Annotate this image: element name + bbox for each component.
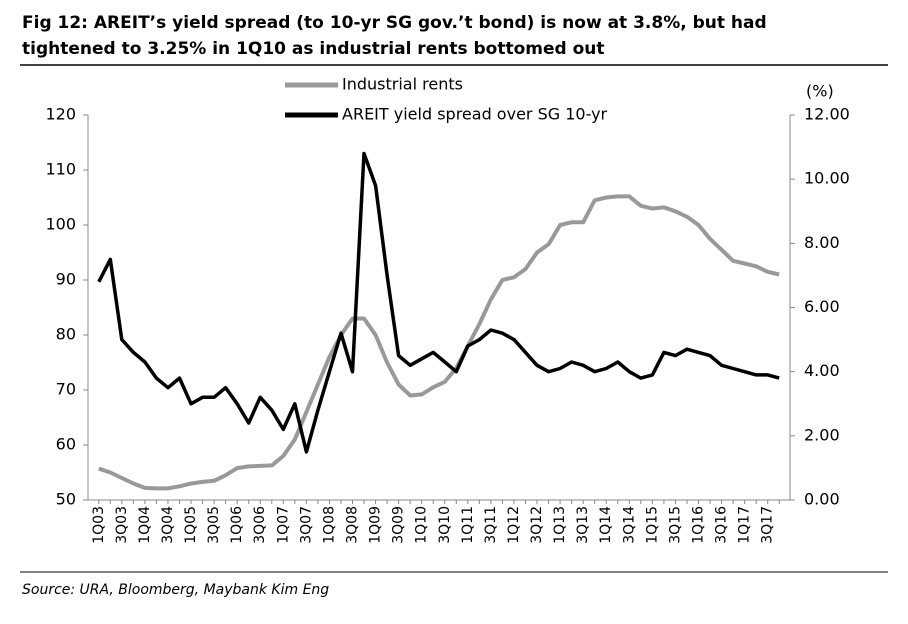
y2-tick-label: 8.00 bbox=[804, 233, 840, 252]
y2-tick-label: 0.00 bbox=[804, 490, 840, 509]
x-tick-label: 1Q09 bbox=[368, 506, 384, 544]
x-tick-label: 3Q11 bbox=[483, 506, 499, 544]
x-tick-label: 3Q04 bbox=[160, 506, 176, 544]
x-tick-label: 3Q03 bbox=[114, 506, 130, 544]
x-tick-label: 3Q16 bbox=[714, 506, 730, 544]
x-tick-label: 3Q15 bbox=[667, 506, 683, 544]
series-line bbox=[97, 151, 780, 454]
legend-label: AREIT yield spread over SG 10-yr bbox=[342, 105, 608, 124]
x-tick-label: 3Q14 bbox=[621, 506, 637, 544]
series-line bbox=[98, 194, 780, 491]
x-tick-label: 1Q12 bbox=[506, 506, 522, 544]
x-tick-label: 3Q13 bbox=[575, 506, 591, 544]
chart-title: tightened to 3.25% in 1Q10 as industrial… bbox=[22, 39, 605, 59]
x-tick-label: 3Q09 bbox=[391, 506, 407, 544]
y-tick-label: 90 bbox=[56, 270, 76, 289]
x-tick-label: 3Q12 bbox=[529, 506, 545, 544]
y-tick-label: 80 bbox=[56, 325, 76, 344]
y2-tick-label: 12.00 bbox=[804, 105, 850, 124]
y-tick-label: 110 bbox=[45, 160, 76, 179]
y-tick-label: 70 bbox=[56, 380, 76, 399]
x-tick-label: 1Q04 bbox=[137, 506, 153, 544]
x-tick-label: 1Q06 bbox=[229, 506, 245, 544]
x-tick-label: 1Q11 bbox=[460, 506, 476, 544]
source: Source: URA, Bloomberg, Maybank Kim Eng bbox=[22, 582, 329, 598]
x-tick-label: 1Q14 bbox=[598, 506, 614, 544]
y-tick-label: 60 bbox=[56, 435, 76, 454]
x-tick-label: 1Q05 bbox=[183, 506, 199, 544]
x-tick-label: 1Q08 bbox=[321, 506, 337, 544]
y-tick-label: 120 bbox=[45, 105, 76, 124]
x-tick-label: 3Q07 bbox=[298, 506, 314, 544]
y-tick-label: 100 bbox=[45, 215, 76, 234]
x-tick-label: 3Q10 bbox=[437, 506, 453, 544]
y2-tick-label: 10.00 bbox=[804, 169, 850, 188]
x-tick-label: 1Q17 bbox=[737, 506, 753, 544]
x-tick-label: 1Q16 bbox=[691, 506, 707, 544]
x-tick-label: 3Q17 bbox=[760, 506, 776, 544]
x-tick-label: 3Q08 bbox=[345, 506, 361, 544]
x-tick-label: 1Q10 bbox=[414, 506, 430, 544]
x-tick-label: 3Q06 bbox=[252, 506, 268, 544]
y2-axis-label: (%) bbox=[806, 82, 834, 101]
y-tick-label: 50 bbox=[56, 490, 76, 509]
x-tick-label: 1Q07 bbox=[275, 506, 291, 544]
y2-tick-label: 2.00 bbox=[804, 425, 840, 444]
x-tick-label: 1Q03 bbox=[91, 506, 107, 544]
x-tick-label: 3Q05 bbox=[206, 506, 222, 544]
legend-label: Industrial rents bbox=[342, 75, 463, 94]
y2-tick-label: 6.00 bbox=[804, 297, 840, 316]
x-tick-label: 1Q15 bbox=[644, 506, 660, 544]
chart-title: Fig 12: AREIT’s yield spread (to 10-yr S… bbox=[22, 13, 767, 33]
y2-tick-label: 4.00 bbox=[804, 361, 840, 380]
x-tick-label: 1Q13 bbox=[552, 506, 568, 544]
